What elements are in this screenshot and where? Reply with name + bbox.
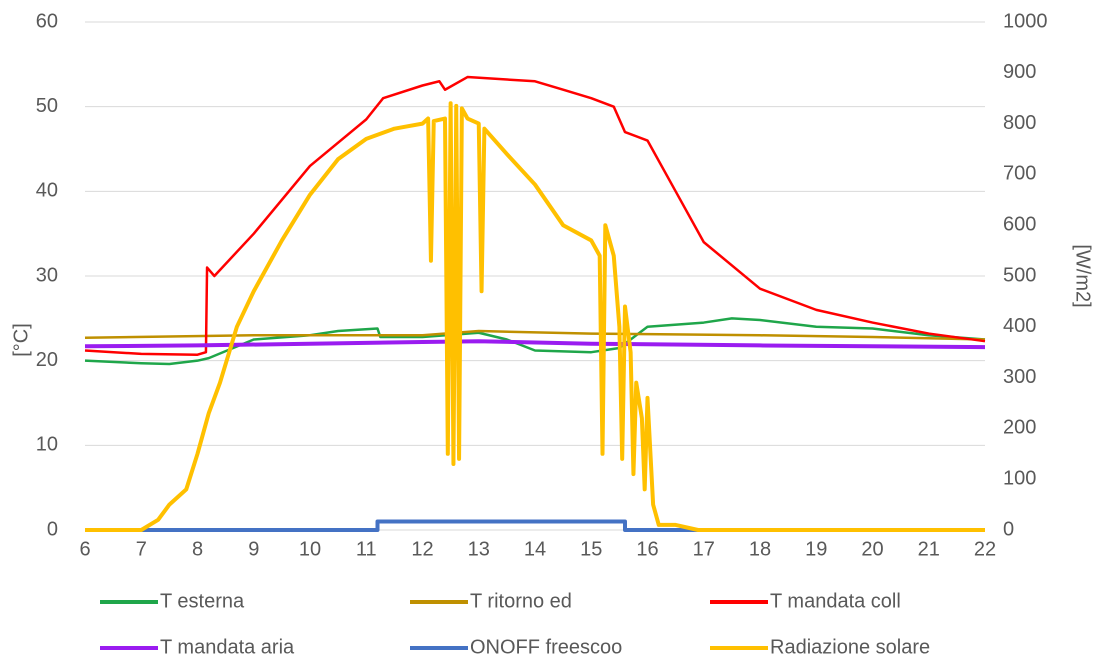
y2-tick-label: 0 <box>1003 518 1014 540</box>
y2-tick-label: 200 <box>1003 417 1036 439</box>
y-tick-label: 40 <box>36 180 58 202</box>
series-line <box>85 519 985 532</box>
x-tick-label: 14 <box>524 538 546 560</box>
legend-label: T esterna <box>160 590 245 612</box>
x-tick-label: 10 <box>299 538 321 560</box>
x-tick-label: 7 <box>136 538 147 560</box>
y2-tick-label: 1000 <box>1003 10 1048 32</box>
y-tick-label: 20 <box>36 349 58 371</box>
x-tick-label: 16 <box>636 538 658 560</box>
y2-tick-label: 700 <box>1003 163 1036 185</box>
x-tick-label: 6 <box>79 538 90 560</box>
y2-tick-label: 600 <box>1003 213 1036 235</box>
y-axis-label: [°C] <box>10 323 32 357</box>
x-tick-label: 20 <box>861 538 883 560</box>
legend-label: ONOFF freescoo <box>470 636 622 658</box>
series-line <box>84 317 986 366</box>
y-tick-label: 30 <box>36 264 58 286</box>
y2-tick-label: 400 <box>1003 315 1036 337</box>
x-tick-label: 21 <box>918 538 940 560</box>
legend-label: T ritorno ed <box>470 590 572 612</box>
y2-tick-label: 300 <box>1003 366 1036 388</box>
series-line <box>85 101 985 532</box>
x-tick-label: 18 <box>749 538 771 560</box>
y2-tick-label: 900 <box>1003 61 1036 83</box>
series-line <box>84 339 986 350</box>
y2-axis-label: [W/m2] <box>1072 244 1094 307</box>
legend-label: T mandata aria <box>160 636 295 658</box>
series-line <box>84 75 986 356</box>
x-tick-label: 8 <box>192 538 203 560</box>
x-tick-label: 12 <box>411 538 433 560</box>
legend-label: T mandata coll <box>770 590 901 612</box>
series-line <box>84 329 986 341</box>
x-tick-label: 11 <box>356 538 377 560</box>
y-tick-label: 50 <box>36 95 58 117</box>
y2-tick-label: 100 <box>1003 467 1036 489</box>
y-tick-label: 60 <box>36 10 58 32</box>
x-tick-label: 15 <box>580 538 602 560</box>
x-tick-label: 13 <box>468 538 490 560</box>
x-tick-label: 22 <box>974 538 996 560</box>
y2-tick-label: 800 <box>1003 112 1036 134</box>
x-tick-label: 17 <box>693 538 715 560</box>
legend-label: Radiazione solare <box>770 636 930 658</box>
x-tick-label: 19 <box>805 538 827 560</box>
y2-tick-label: 500 <box>1003 264 1036 286</box>
y-tick-label: 0 <box>47 518 58 540</box>
x-tick-label: 9 <box>248 538 259 560</box>
y-tick-label: 10 <box>36 434 58 456</box>
